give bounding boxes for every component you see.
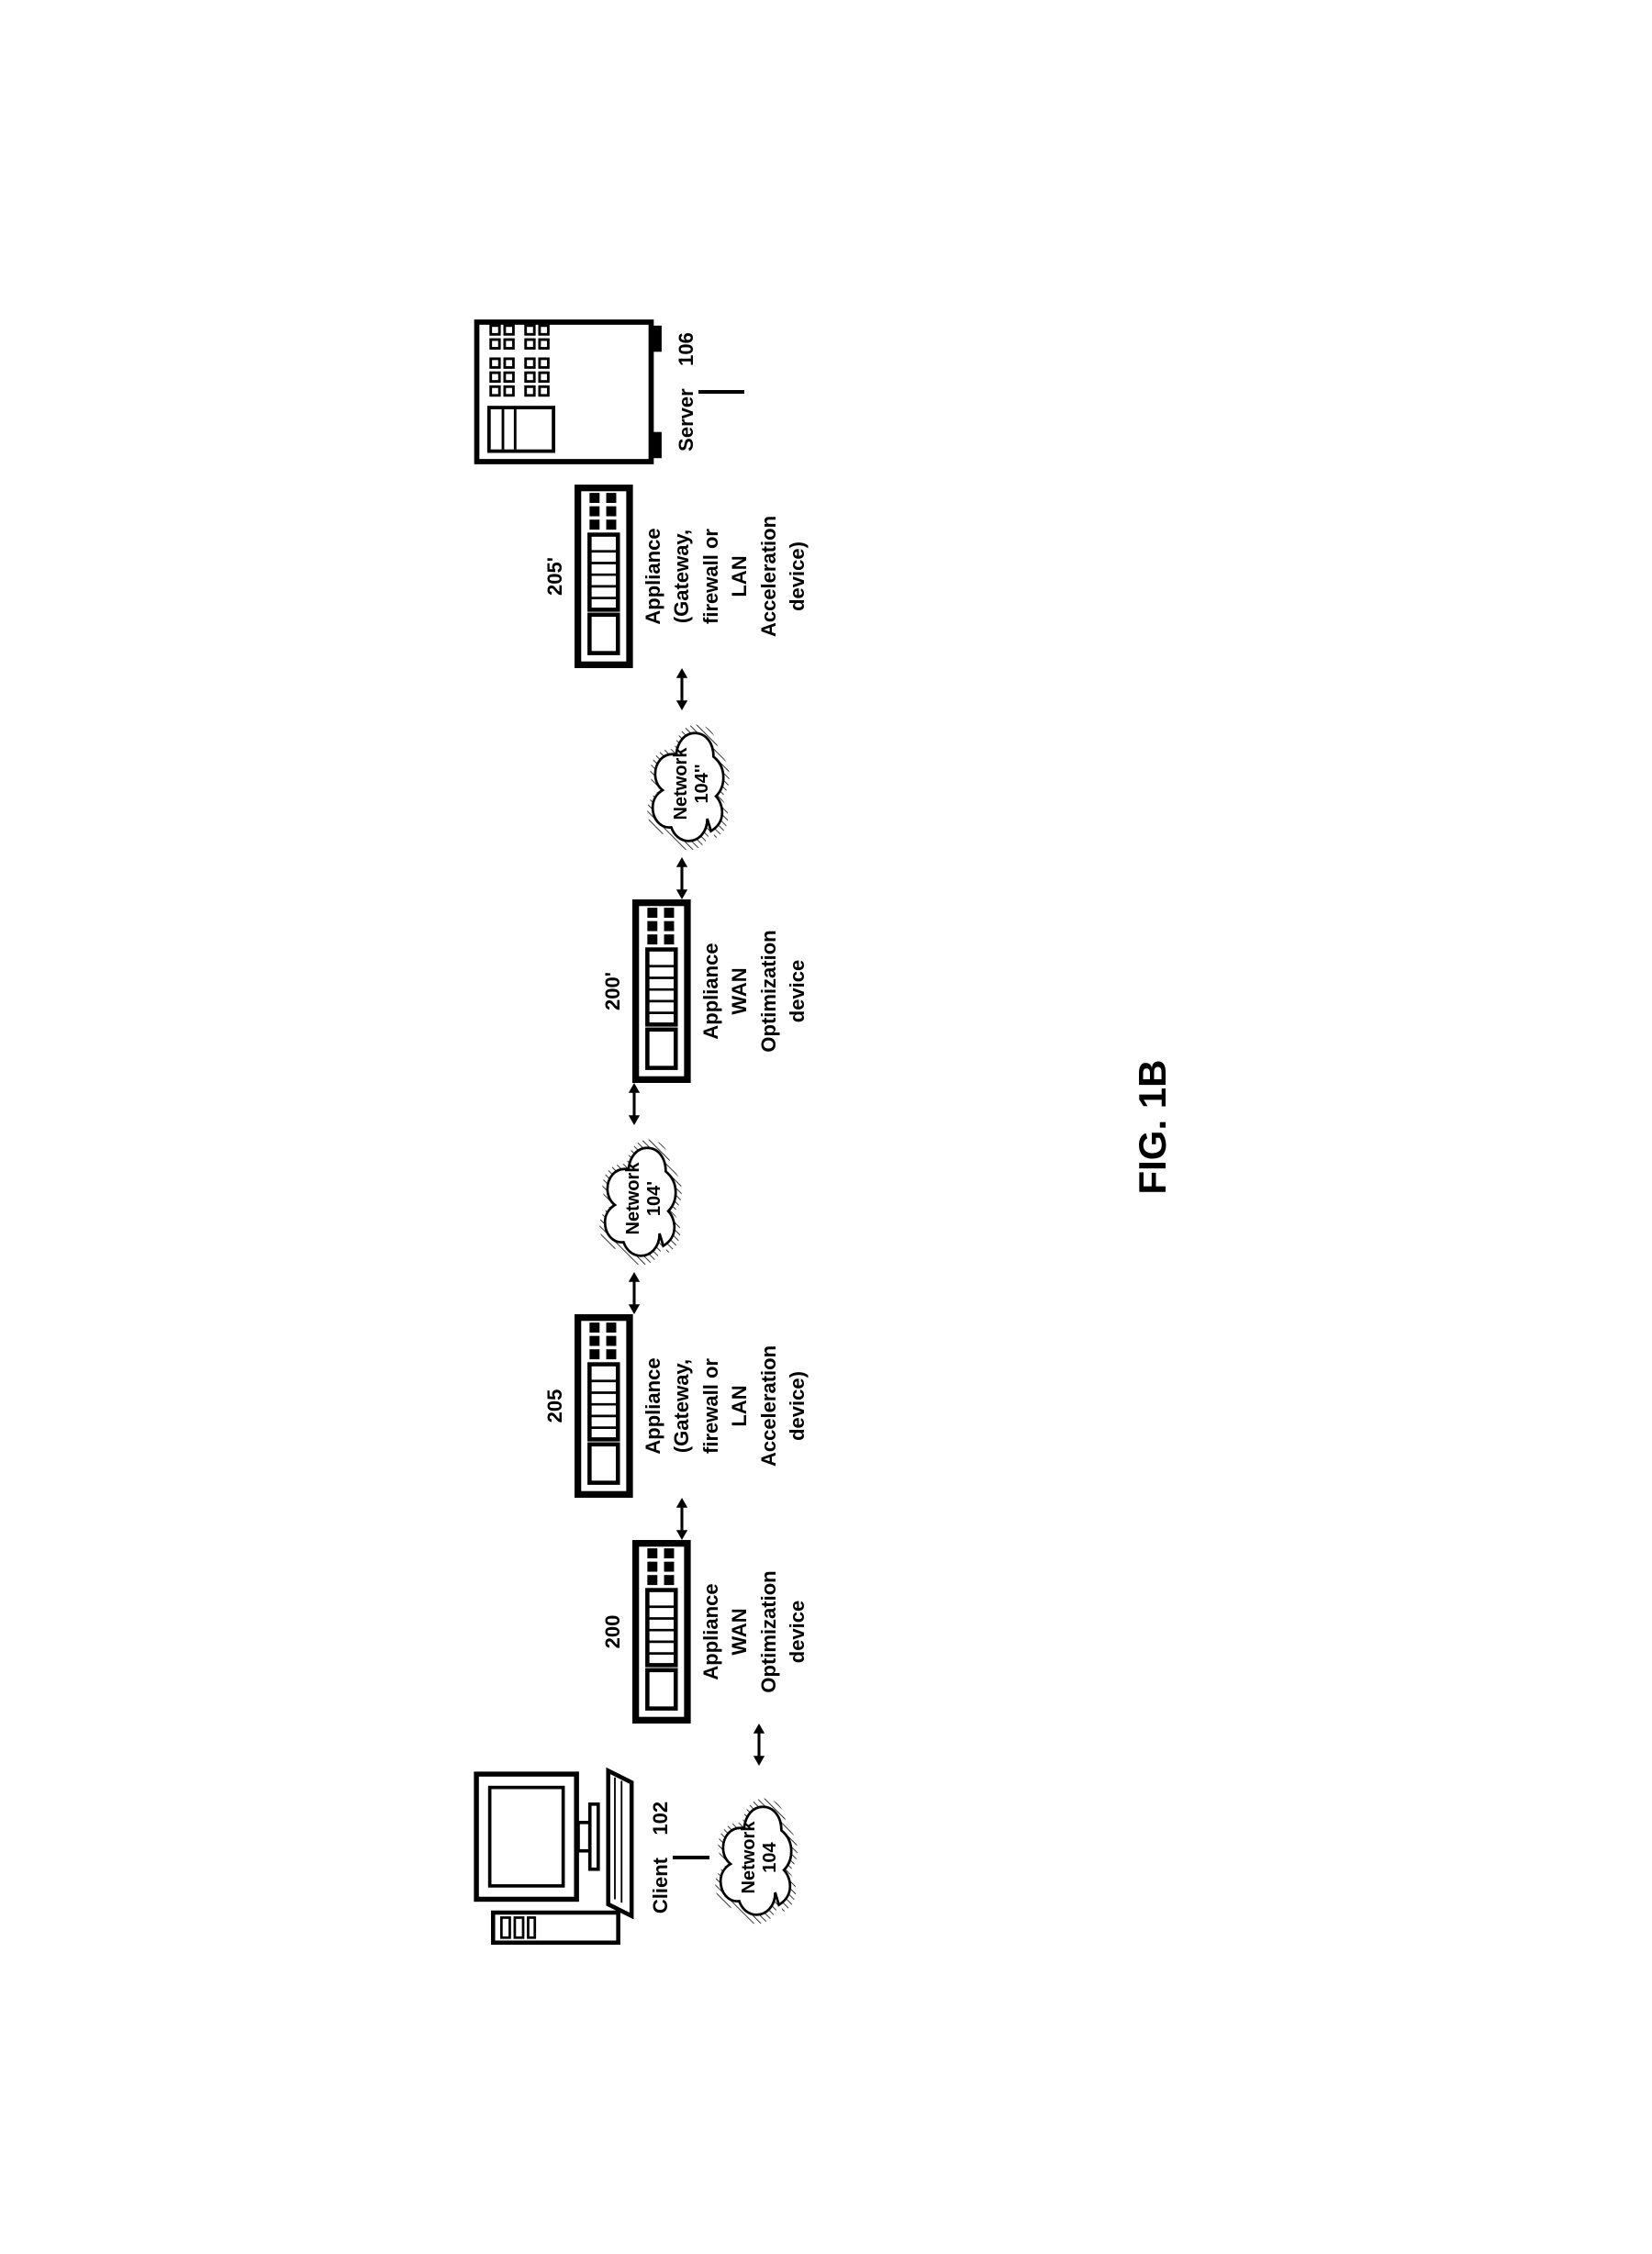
appliance-0-sub3: device bbox=[785, 1601, 810, 1664]
server-ref: 106 bbox=[675, 332, 698, 366]
double-arrow-icon bbox=[623, 1083, 645, 1125]
appliance-3-sub2: firewall or bbox=[698, 529, 724, 624]
appliance-3-sub4: Acceleration bbox=[756, 516, 782, 637]
appliance-2-sub1: WAN bbox=[727, 967, 753, 1014]
appliance-2-title: Appliance bbox=[698, 943, 724, 1039]
cloud-0-ref: 104 bbox=[760, 1842, 781, 1872]
double-arrow-icon bbox=[671, 857, 693, 899]
figure-label: FIG. 1B bbox=[1131, 1059, 1175, 1194]
appliance-2-ref: 200' bbox=[601, 972, 625, 1010]
client-column: Client 102 bbox=[468, 1766, 810, 1949]
server-tower-icon bbox=[468, 305, 669, 479]
client-label-text: Client bbox=[649, 1858, 672, 1914]
double-arrow-icon bbox=[748, 1724, 770, 1766]
cloud-104p-column: Network 104' bbox=[594, 1125, 695, 1272]
appliance-0-sub1: WAN bbox=[727, 1608, 753, 1655]
appliance-200p-column: 200' bbox=[632, 899, 810, 1083]
cloud-104p: Network 104' bbox=[594, 1125, 695, 1272]
appliance-1-sub4: Acceleration bbox=[756, 1345, 782, 1467]
appliance-1-sub2: firewall or bbox=[698, 1358, 724, 1454]
appliance-0-ref: 200 bbox=[601, 1615, 625, 1649]
appliance-2-sub2: Optimization bbox=[756, 930, 782, 1052]
appliance-205-column: 205 bbox=[575, 1314, 810, 1498]
appliance-200-column: 200 bbox=[632, 1540, 810, 1724]
flow-row: Client 102 bbox=[468, 117, 810, 2137]
appliance-1-sub1: (Gateway, bbox=[669, 1359, 695, 1453]
cloud-104pp-column: Network 104'' bbox=[642, 710, 742, 857]
appliance-3-sub3: LAN bbox=[727, 555, 753, 597]
diagram-stage: Client 102 bbox=[413, 117, 1239, 2137]
appliance-1-sub5: device) bbox=[785, 1371, 810, 1441]
client-ref: 102 bbox=[649, 1802, 672, 1836]
appliance-3-title: Appliance bbox=[641, 528, 666, 624]
appliance-icon bbox=[575, 485, 633, 668]
cloud-104pp: Network 104'' bbox=[642, 710, 742, 857]
server-column: Server 106 bbox=[468, 305, 744, 479]
client-connector bbox=[673, 1856, 709, 1859]
appliance-1-ref: 205 bbox=[543, 1389, 567, 1423]
appliance-205p-column: 205' bbox=[575, 485, 810, 668]
appliance-3-sub1: (Gateway, bbox=[669, 530, 695, 623]
appliance-0-sub2: Optimization bbox=[756, 1570, 782, 1692]
appliance-1-sub3: LAN bbox=[727, 1385, 753, 1426]
appliance-0-title: Appliance bbox=[698, 1583, 724, 1679]
appliance-icon bbox=[632, 899, 691, 1083]
server-label: Server 106 bbox=[675, 332, 698, 452]
cloud-104: Network 104 bbox=[709, 1784, 810, 1931]
cloud-0-name: Network bbox=[739, 1822, 760, 1894]
appliance-icon bbox=[632, 1540, 691, 1724]
double-arrow-icon bbox=[671, 668, 693, 710]
cloud-2-name: Network bbox=[671, 748, 692, 820]
cloud-2-ref: 104'' bbox=[692, 764, 713, 804]
double-arrow-icon bbox=[671, 1498, 693, 1540]
appliance-icon bbox=[575, 1314, 633, 1498]
server-label-text: Server bbox=[675, 388, 698, 452]
server-connector bbox=[698, 390, 744, 394]
cloud-1-ref: 104' bbox=[644, 1181, 665, 1216]
appliance-2-sub3: device bbox=[785, 960, 810, 1023]
appliance-3-ref: 205' bbox=[543, 557, 567, 596]
double-arrow-icon bbox=[623, 1272, 645, 1314]
appliance-1-title: Appliance bbox=[641, 1357, 666, 1454]
client-computer-icon bbox=[468, 1766, 643, 1949]
appliance-3-sub5: device) bbox=[785, 541, 810, 611]
client-label: Client 102 bbox=[649, 1802, 673, 1914]
cloud-1-name: Network bbox=[623, 1163, 644, 1235]
